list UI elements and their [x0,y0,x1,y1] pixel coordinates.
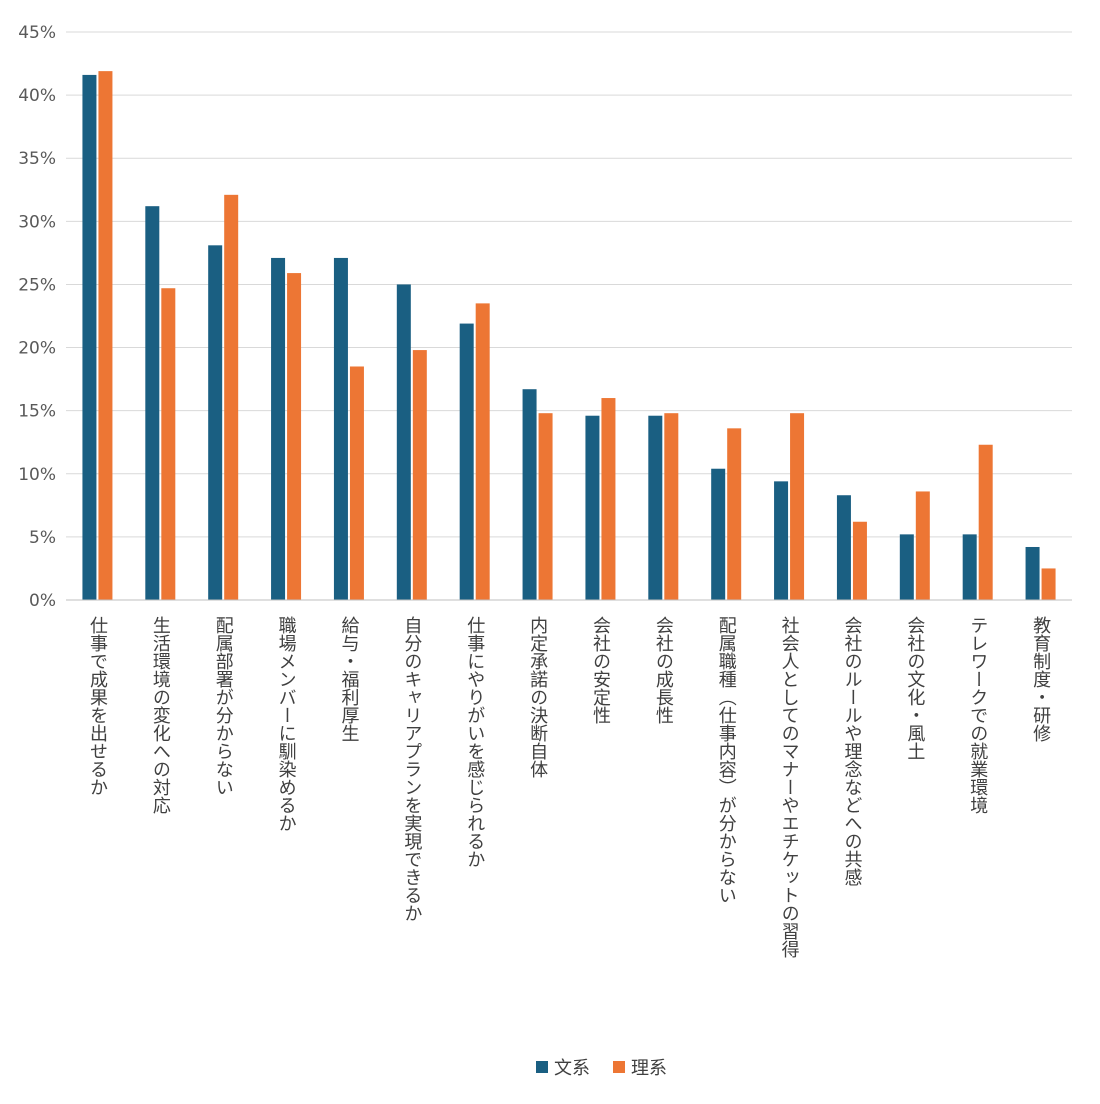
bar-rikei [538,413,553,600]
bars [82,71,1056,601]
bar-bunkei [774,481,789,600]
category-label: 給与・福利厚生 [338,616,359,742]
bar-rikei [978,444,993,600]
category-label: テレワークでの就業環境 [967,616,988,814]
bar-bunkei [648,415,663,600]
category-label: 生活環境の変化への対応 [150,616,171,814]
bar-rikei [224,194,239,600]
category-label: 内定承諾の決断自体 [527,616,548,778]
bar-bunkei [145,206,160,601]
bar-bunkei [836,495,851,600]
bar-rikei [915,491,930,600]
y-tick-label: 45% [18,23,56,43]
category-label: 配属部署が分からない [213,616,234,796]
bar-bunkei [208,245,223,600]
bar-rikei [475,303,490,600]
legend-label: 理系 [631,1058,667,1079]
y-tick-label: 10% [18,465,56,485]
bar-rikei [790,413,805,600]
category-label: 仕事にやりがいを感じられるか [464,616,485,868]
bar-rikei [287,273,302,600]
legend-swatch [536,1061,548,1073]
category-label: 会社の文化・風土 [904,616,925,760]
bar-bunkei [585,415,600,600]
y-tick-label: 35% [18,149,56,169]
category-label: 仕事で成果を出せるか [87,616,108,796]
category-label: 会社の成長性 [653,616,674,724]
bar-bunkei [962,534,977,600]
category-label: 社会人としてのマナーやエチケットの習得 [779,616,800,958]
bar-bunkei [333,257,348,600]
y-tick-label: 0% [29,591,56,611]
legend: 文系 理系 [536,1058,667,1079]
category-label: 職場メンバーに馴染めるか [276,616,297,832]
bar-bunkei [711,468,726,600]
category-label: 教育制度・研修 [1030,616,1051,742]
bar-rikei [852,521,867,600]
y-tick-label: 30% [18,212,56,232]
bar-rikei [161,288,176,600]
category-labels: 仕事で成果を出せるか 生活環境の変化への対応 配属部署が分からない 職場メンバーに馴染… [87,616,1051,958]
bar-bunkei [459,323,474,600]
bar-bunkei [1025,546,1040,600]
bar-rikei [412,350,427,600]
bar-bunkei [396,284,411,600]
y-tick-label: 25% [18,275,56,295]
bar-rikei [601,398,616,600]
category-label: 配属職種（仕事内容）が分からない [716,616,737,904]
bar-bunkei [899,534,914,600]
bar-rikei [349,366,364,600]
y-tick-label: 40% [18,86,56,106]
y-tick-label: 20% [18,339,56,359]
category-label: 会社のルールや理念などへの共感 [841,616,862,886]
bar-bunkei [522,389,537,600]
legend-swatch [613,1061,625,1073]
bar-rikei [1041,568,1056,600]
y-axis-tick-labels: 0% 5% 10% 15% 20% 25% 30% 35% 40% 45% [18,23,56,611]
bar-rikei [98,71,113,600]
bar-rikei [664,413,679,600]
bar-rikei [727,428,742,600]
category-label: 自分のキャリアプランを実現できるか [401,616,422,922]
bar-bunkei [82,74,97,601]
bar-bunkei [271,257,286,600]
legend-label: 文系 [554,1058,590,1079]
category-label: 会社の安定性 [590,616,611,724]
y-tick-label: 15% [18,402,56,422]
y-tick-label: 5% [29,528,56,548]
